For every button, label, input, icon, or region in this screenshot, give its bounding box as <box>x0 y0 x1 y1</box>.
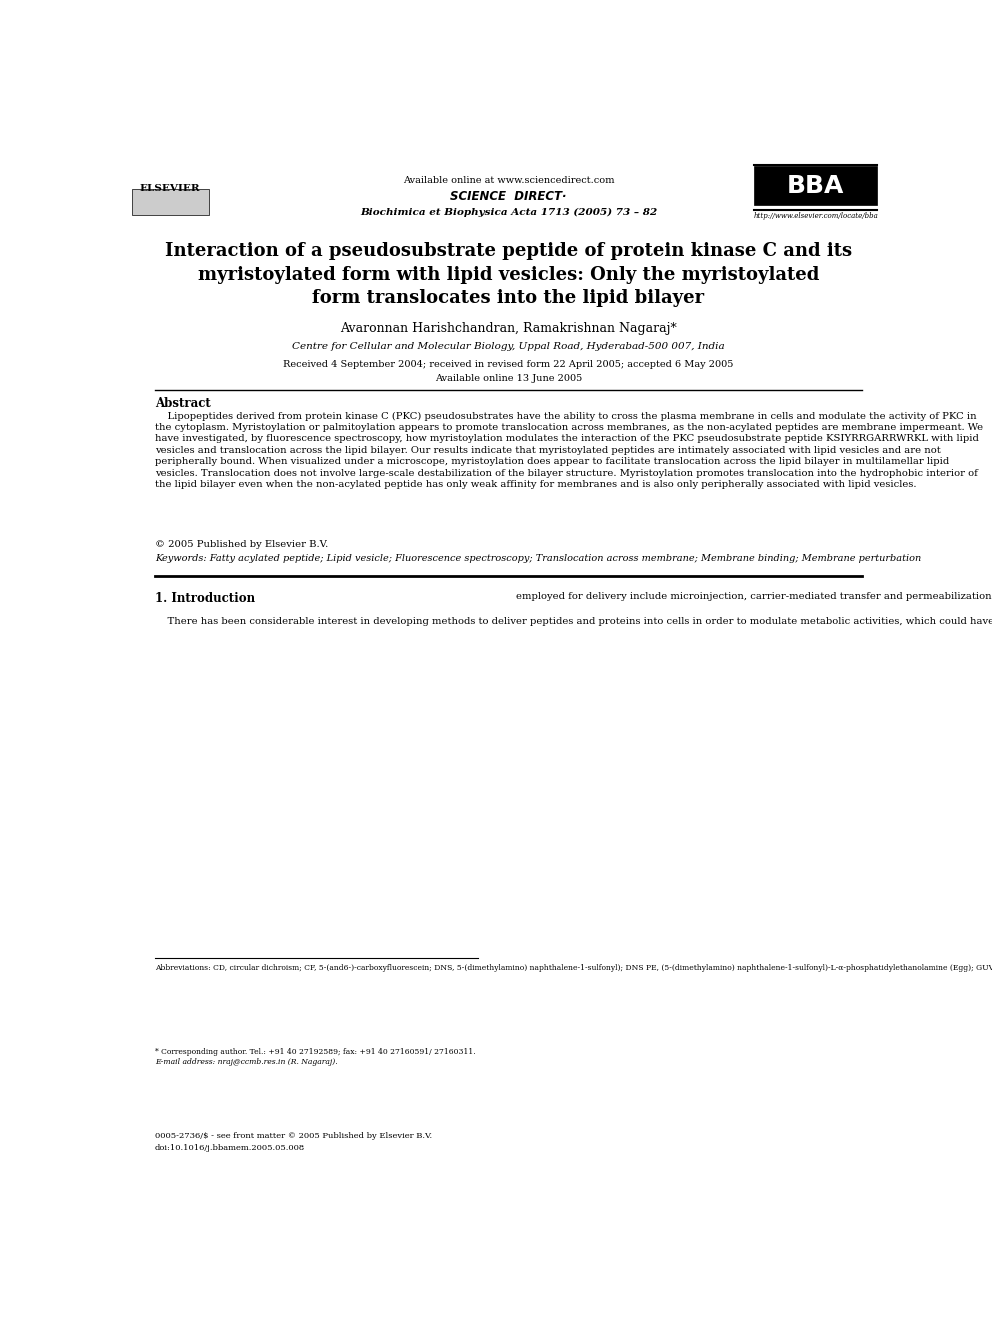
Text: employed for delivery include microinjection, carrier-mediated transfer and perm: employed for delivery include microinjec… <box>516 591 992 601</box>
Text: Abstract: Abstract <box>155 397 210 410</box>
Text: BBA: BBA <box>788 175 844 198</box>
Text: Lipopeptides derived from protein kinase C (PKC) pseudosubstrates have the abili: Lipopeptides derived from protein kinase… <box>155 411 983 490</box>
Text: doi:10.1016/j.bbamem.2005.05.008: doi:10.1016/j.bbamem.2005.05.008 <box>155 1144 305 1152</box>
Text: Biochimica et Biophysica Acta 1713 (2005) 73 – 82: Biochimica et Biophysica Acta 1713 (2005… <box>360 208 657 217</box>
Text: Centre for Cellular and Molecular Biology, Uppal Road, Hyderabad-500 007, India: Centre for Cellular and Molecular Biolog… <box>292 343 725 351</box>
Text: 0005-2736/$ - see front matter © 2005 Published by Elsevier B.V.: 0005-2736/$ - see front matter © 2005 Pu… <box>155 1131 432 1139</box>
Bar <box>132 189 208 214</box>
Text: Available online 13 June 2005: Available online 13 June 2005 <box>434 373 582 382</box>
Text: BIOCHIMICA ET BIOPHYSICA ACTA: BIOCHIMICA ET BIOPHYSICA ACTA <box>770 168 862 173</box>
Bar <box>755 165 878 205</box>
Text: Avaronnan Harishchandran, Ramakrishnan Nagaraj*: Avaronnan Harishchandran, Ramakrishnan N… <box>340 321 677 335</box>
Text: Abbreviations: CD, circular dichroism; CF, 5-(and6-)-carboxyfluorescein; DNS, 5-: Abbreviations: CD, circular dichroism; C… <box>155 963 992 971</box>
Text: ELSEVIER: ELSEVIER <box>140 184 200 193</box>
Text: There has been considerable interest in developing methods to deliver peptides a: There has been considerable interest in … <box>155 617 992 626</box>
Text: * Corresponding author. Tel.: +91 40 27192589; fax: +91 40 27160591/ 27160311.: * Corresponding author. Tel.: +91 40 271… <box>155 1048 475 1056</box>
Text: Received 4 September 2004; received in revised form 22 April 2005; accepted 6 Ma: Received 4 September 2004; received in r… <box>283 360 734 369</box>
Text: Keywords: Fatty acylated peptide; Lipid vesicle; Fluorescence spectroscopy; Tran: Keywords: Fatty acylated peptide; Lipid … <box>155 554 921 564</box>
Text: http://www.elsevier.com/locate/bba: http://www.elsevier.com/locate/bba <box>754 212 878 220</box>
Text: © 2005 Published by Elsevier B.V.: © 2005 Published by Elsevier B.V. <box>155 540 328 549</box>
Text: E-mail address: nraj@ccmb.res.in (R. Nagaraj).: E-mail address: nraj@ccmb.res.in (R. Nag… <box>155 1058 337 1066</box>
Text: Interaction of a pseudosubstrate peptide of protein kinase C and its
myristoylat: Interaction of a pseudosubstrate peptide… <box>165 242 852 307</box>
Text: SCIENCE  DIRECT·: SCIENCE DIRECT· <box>450 191 566 204</box>
Text: Available online at www.sciencedirect.com: Available online at www.sciencedirect.co… <box>403 176 614 185</box>
Text: 1. Introduction: 1. Introduction <box>155 591 255 605</box>
